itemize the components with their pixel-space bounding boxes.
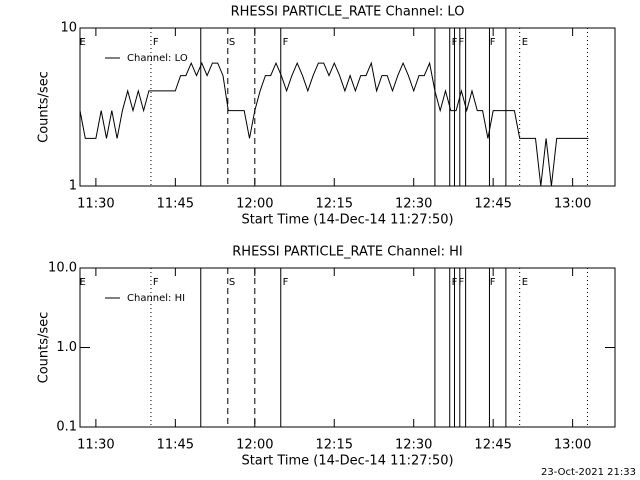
- flag-label: F: [153, 37, 159, 48]
- y-axis-label: Counts/sec: [37, 312, 52, 384]
- y-tick-label: 0.1: [56, 420, 77, 435]
- x-tick-label: 12:00: [236, 438, 273, 453]
- x-tick-label: 12:00: [236, 197, 273, 212]
- x-axis-label: Start Time (14-Dec-14 11:27:50): [241, 454, 453, 469]
- flag-label: F: [490, 277, 496, 288]
- x-tick-label: 11:45: [157, 438, 194, 453]
- chart-title: RHESSI PARTICLE_RATE Channel: HI: [232, 245, 462, 260]
- flag-label: E: [79, 277, 85, 288]
- y-tick-label: 10.0: [48, 261, 77, 276]
- flag-label: F: [459, 277, 465, 288]
- data-line: [79, 61, 589, 187]
- x-tick-label: 12:30: [395, 197, 432, 212]
- x-tick-label: 12:15: [316, 438, 353, 453]
- flag-label: F: [452, 277, 458, 288]
- x-tick-label: 11:30: [77, 197, 114, 212]
- x-tick-label: 12:15: [316, 197, 353, 212]
- flag-label: F: [459, 37, 465, 48]
- flag-label: F: [452, 37, 458, 48]
- legend-label: Channel: HI: [127, 293, 185, 304]
- flag-label: E: [522, 277, 528, 288]
- y-tick-label: 10: [60, 21, 77, 36]
- x-tick-label: 11:30: [77, 438, 114, 453]
- y-tick-label: 1.0: [56, 340, 77, 355]
- flag-label: S: [229, 277, 235, 288]
- legend-label: Channel: LO: [127, 53, 188, 64]
- x-tick-label: 13:00: [554, 438, 591, 453]
- flag-label: F: [153, 277, 159, 288]
- x-tick-label: 12:30: [395, 438, 432, 453]
- y-tick-label: 1: [69, 179, 77, 194]
- x-tick-label: 13:00: [554, 197, 591, 212]
- flag-label: S: [229, 37, 235, 48]
- plot-frame: [79, 267, 616, 428]
- flag-label: E: [79, 37, 85, 48]
- x-tick-label: 11:45: [157, 197, 194, 212]
- x-tick-label: 12:45: [474, 438, 511, 453]
- x-tick-label: 12:45: [474, 197, 511, 212]
- flag-label: F: [490, 37, 496, 48]
- plot-frame: [79, 27, 616, 187]
- x-axis-label: Start Time (14-Dec-14 11:27:50): [241, 213, 453, 228]
- footer-timestamp: 23-Oct-2021 21:33: [541, 467, 636, 478]
- flag-label: E: [522, 37, 528, 48]
- flag-label: F: [283, 277, 289, 288]
- flag-label: F: [283, 37, 289, 48]
- y-axis-label: Counts/sec: [37, 71, 52, 143]
- chart-title: RHESSI PARTICLE_RATE Channel: LO: [231, 5, 465, 20]
